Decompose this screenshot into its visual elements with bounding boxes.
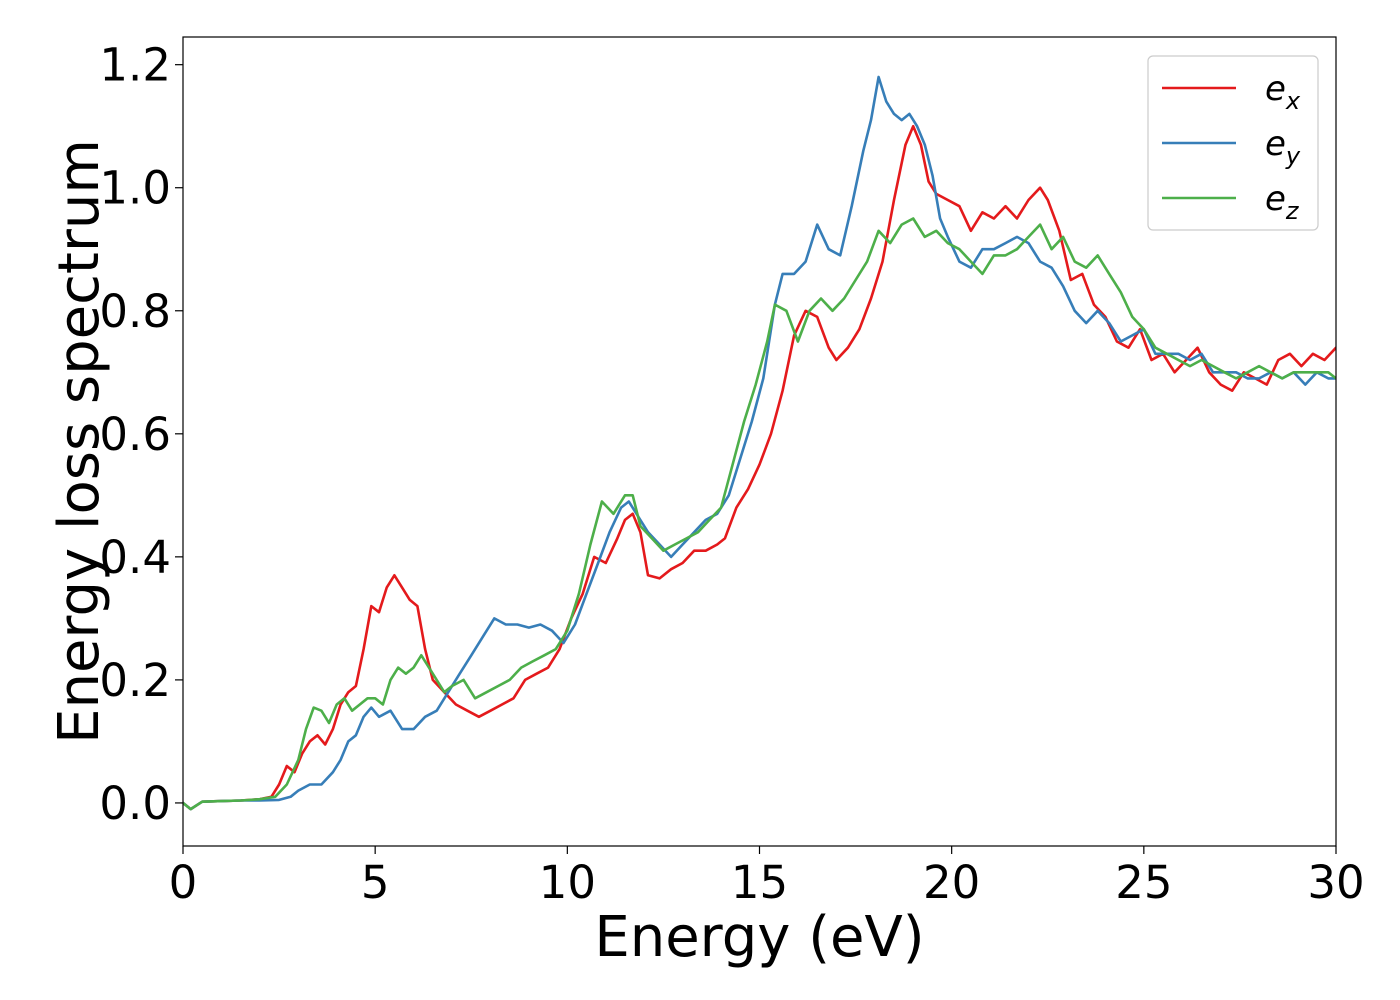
series-layer xyxy=(183,75,1336,811)
series-line-y xyxy=(183,75,1336,811)
x-tick-label: 10 xyxy=(539,856,596,909)
x-tick-label: 5 xyxy=(361,856,390,909)
x-tick-label: 15 xyxy=(731,856,788,909)
y-tick-label: 0.0 xyxy=(99,777,171,830)
legend-label-y: ey xyxy=(1265,124,1301,170)
y-tick-label: 0.2 xyxy=(99,654,171,707)
x-axis: 0 5 10 15 20 25 30 xyxy=(169,846,1365,909)
y-tick-label: 0.6 xyxy=(99,408,171,461)
x-tick-label: 0 xyxy=(169,856,198,909)
x-tick-label: 20 xyxy=(923,856,980,909)
y-tick-label: 0.8 xyxy=(99,285,171,338)
x-tick-label: 25 xyxy=(1115,856,1172,909)
series-line-x xyxy=(183,124,1336,811)
y-axis-label: Energy loss spectrum xyxy=(47,139,112,744)
y-axis: 0.0 0.2 0.4 0.6 0.8 1.0 1.2 xyxy=(99,39,183,830)
y-tick-label: 1.0 xyxy=(99,162,171,215)
legend: ex ey ez xyxy=(1147,55,1319,231)
y-tick-label: 1.2 xyxy=(99,39,171,92)
legend-label-x: ex xyxy=(1265,69,1301,115)
x-tick-label: 30 xyxy=(1307,856,1364,909)
x-axis-label: Energy (eV) xyxy=(594,905,924,970)
series-line-z xyxy=(183,217,1336,811)
legend-label-z: ez xyxy=(1265,179,1300,225)
y-tick-label: 0.4 xyxy=(99,531,171,584)
